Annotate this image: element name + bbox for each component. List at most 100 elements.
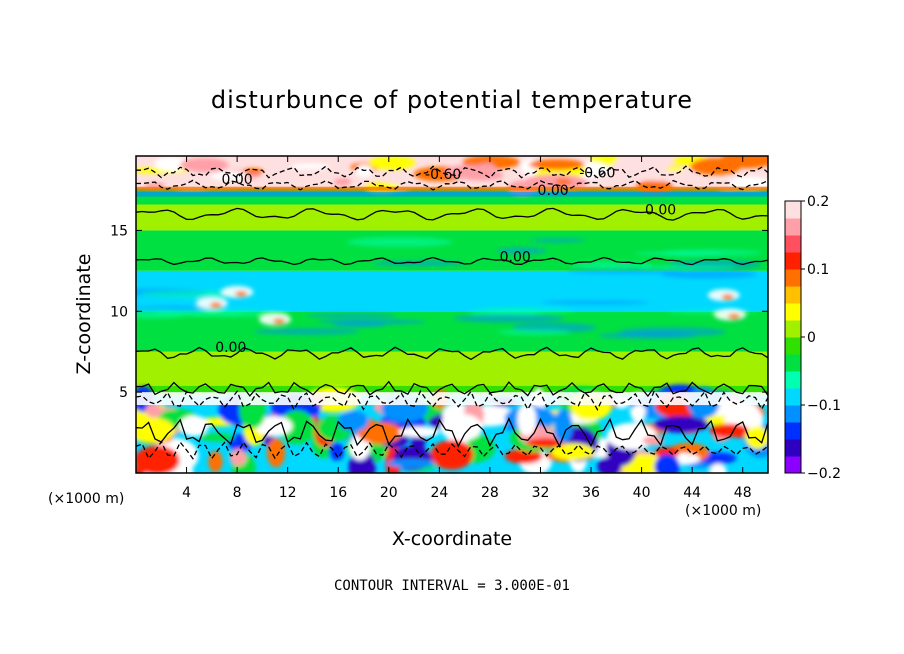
contour-line [136,165,768,179]
colorbar-swatch [785,422,801,440]
lower-blob [504,448,543,464]
colorbar: 0.2 0.1 0 −0.1 −0.2 [784,194,841,482]
x-unit-right: (×1000 m) [685,503,762,519]
mid-streak [183,309,291,317]
colorbar-swatch [785,354,801,372]
upper-blob [555,178,572,186]
lower-blob [709,463,727,473]
upper-blob [368,156,416,170]
colorbar-tick-label: 0 [807,330,816,346]
lower-blob [387,459,436,468]
mid-streak [253,328,360,335]
contour-line [136,346,768,361]
mid-streak [346,237,453,247]
lower-blob [654,454,680,473]
x-tick-label: 36 [582,485,600,501]
mid-streak [496,247,547,255]
upper-blob [529,159,585,170]
mid-patch-core [728,313,741,320]
upper-blob [445,164,491,179]
mid-streak [598,332,697,339]
colorbar-swatch [785,235,801,253]
mid-streak [305,313,397,318]
x-tick-label: 8 [233,485,242,501]
contour-line [136,179,768,191]
colorbar-swatch [785,252,801,270]
contour-line [136,389,768,412]
x-tick-label: 12 [279,485,297,501]
lower-blob [278,410,316,445]
contour-line [136,417,768,448]
lower-blob [136,445,180,473]
lower-blob [597,456,622,473]
x-axis: 4 8 12 16 20 24 28 32 36 40 44 48 [182,156,752,501]
colorbar-swatch [785,405,801,423]
mid-patch-core [209,302,222,309]
lower-blob [208,450,223,473]
lower-blob [440,413,483,441]
lower-blob [398,426,440,438]
colorbar-swatch [785,218,801,236]
contour-label: 0.00 [538,183,569,199]
contour-labels: 0.00 -0.60 0.00 -0.60 0.00 0.00 0.00 [215,165,676,356]
colorbar-swatch [785,201,801,219]
contour-line [136,256,768,266]
x-tick-label: 44 [683,485,701,501]
x-tick-label: 40 [633,485,651,501]
contour-label: 0.00 [645,203,676,219]
upper-blob [318,172,344,179]
lower-blob [357,421,403,445]
x-unit-left: (×1000 m) [48,491,125,507]
plot-frame [135,155,769,474]
x-axis-label: X-coordinate [391,528,513,550]
upper-blob [290,163,330,170]
x-tick-label: 16 [329,485,347,501]
mid-texture [136,237,762,339]
x-tick-label: 20 [380,485,398,501]
contour-label: -0.60 [579,165,615,181]
mid-streak [317,319,426,325]
mid-streak [567,269,684,274]
contour-label: -0.60 [425,167,461,183]
upper-blob [203,181,240,188]
lower-blob [553,408,573,444]
lower-blob [136,417,175,443]
lower-blob [654,446,680,459]
colorbar-swatch [785,337,801,355]
lower-blob [551,443,595,461]
mid-streak [662,249,762,256]
colorbar-tick-label: 0.2 [807,194,829,210]
contour-line [136,207,768,221]
y-axis: 5 10 15 [110,223,768,401]
mid-streak [497,329,571,335]
contour-interval-note: CONTOUR INTERVAL = 3.000E-01 [333,578,570,594]
mid-patch-core [235,290,248,297]
mid-streak [660,270,758,279]
chart-title: disturbunce of potential temperature [210,86,694,114]
mid-streak [540,300,650,305]
colorbar-tick-label: −0.1 [807,398,841,414]
colorbar-swatch [785,303,801,321]
upper-blob [210,171,248,181]
y-tick-label: 10 [110,304,128,320]
lower-blob [338,410,369,432]
x-tick-label: 24 [430,485,448,501]
colorbar-tick-label: 0.1 [807,262,829,278]
y-tick-label: 15 [110,223,128,239]
upper-blob [720,156,768,169]
lower-blob [328,442,345,461]
mid-streak [468,308,541,316]
colorbar-swatch [785,320,801,338]
x-tick-label: 48 [734,485,752,501]
contour-label: 0.00 [500,250,531,266]
lower-blob [653,416,709,433]
upper-blob [333,177,352,186]
colorbar-swatch [785,286,801,304]
lower-blob [517,402,537,436]
y-axis-label: Z-coordinate [73,253,95,375]
colorbar-swatch [785,371,801,389]
colorbar-tick-label: −0.2 [807,466,841,482]
plot-field [136,156,768,473]
upper-rim-blue [136,191,768,197]
upper-blob [179,157,229,172]
